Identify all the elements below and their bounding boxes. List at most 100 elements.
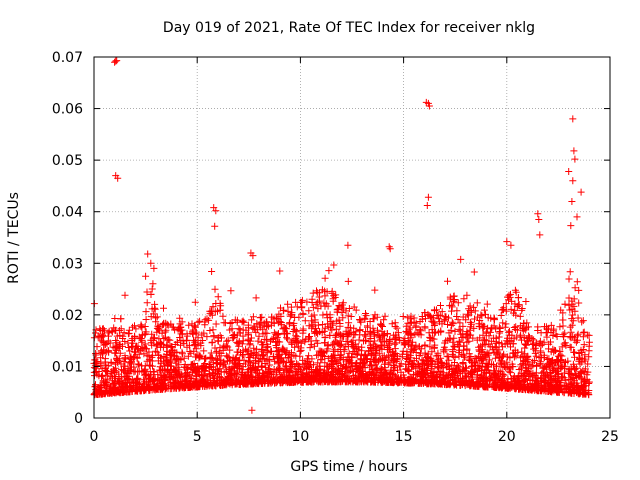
data-point (541, 371, 549, 379)
data-point (344, 277, 352, 285)
data-point (396, 362, 404, 370)
data-point (128, 335, 136, 343)
data-point (433, 363, 441, 371)
data-point (500, 371, 508, 379)
data-point (452, 380, 460, 388)
x-tick-label: 15 (395, 429, 413, 445)
data-point (466, 376, 474, 384)
data-point (526, 333, 533, 341)
data-point (348, 354, 356, 362)
data-point (181, 383, 188, 391)
data-point (570, 363, 578, 371)
data-point (484, 366, 492, 374)
data-point (292, 368, 300, 375)
data-point (415, 379, 423, 387)
data-point (282, 362, 290, 370)
data-point (445, 329, 453, 337)
data-point (321, 287, 329, 295)
data-point (542, 372, 550, 380)
data-point (350, 331, 358, 339)
data-point (167, 356, 175, 364)
data-point (569, 311, 577, 319)
y-tick-label: 0.01 (52, 359, 83, 375)
data-point (369, 371, 377, 378)
data-point (382, 370, 390, 378)
data-point (257, 363, 265, 371)
data-point (144, 372, 152, 380)
data-point (111, 327, 119, 335)
data-point (585, 342, 593, 350)
data-point (511, 349, 519, 357)
data-point (180, 340, 188, 348)
data-point (346, 377, 354, 385)
data-point (335, 316, 343, 324)
data-point (229, 356, 237, 364)
data-point (270, 334, 277, 342)
data-point (142, 272, 150, 280)
data-point (568, 198, 576, 205)
data-point (97, 354, 105, 362)
data-point (291, 343, 299, 351)
data-point (371, 355, 379, 363)
data-point (328, 365, 336, 372)
data-point (316, 365, 324, 373)
data-point (330, 261, 338, 269)
data-point (568, 315, 576, 323)
data-point (316, 328, 324, 336)
data-point (304, 355, 311, 363)
data-point (530, 357, 538, 364)
data-point (412, 322, 420, 330)
data-point (382, 378, 390, 386)
data-point (467, 331, 475, 339)
data-point (375, 373, 383, 381)
data-point (91, 356, 99, 364)
data-point (566, 333, 574, 341)
data-point (440, 343, 448, 351)
data-point (557, 356, 565, 364)
data-point (418, 356, 426, 364)
data-point (223, 337, 231, 345)
data-point (147, 290, 155, 298)
data-point (556, 347, 564, 355)
data-point (571, 307, 579, 315)
data-point (135, 350, 143, 358)
data-point (157, 366, 165, 374)
data-point (546, 369, 554, 376)
data-point (448, 321, 456, 329)
data-point (107, 370, 115, 378)
data-point (125, 326, 133, 334)
data-point (568, 321, 576, 329)
data-point (273, 338, 281, 345)
data-point (284, 367, 292, 375)
data-point (357, 372, 365, 380)
data-point (403, 355, 410, 362)
data-point (326, 313, 334, 321)
data-point (256, 355, 264, 363)
data-point (509, 363, 517, 371)
data-point (94, 332, 102, 340)
data-point (158, 329, 166, 337)
data-point (376, 332, 384, 340)
data-point (101, 358, 109, 366)
data-point (463, 338, 471, 346)
data-point (109, 374, 116, 382)
data-point (468, 378, 475, 386)
data-point (157, 378, 165, 386)
data-point (425, 311, 433, 319)
data-point (430, 335, 438, 343)
data-point (505, 384, 513, 391)
data-point (478, 375, 486, 383)
data-point (453, 307, 461, 315)
data-point (437, 302, 444, 309)
data-point (199, 337, 207, 344)
data-point (214, 293, 222, 301)
data-point (515, 385, 523, 393)
data-point (249, 313, 257, 321)
data-point (391, 334, 399, 342)
data-point (479, 324, 487, 332)
data-point (498, 353, 506, 361)
data-point (263, 329, 271, 337)
data-point (411, 330, 419, 338)
data-point (562, 358, 569, 366)
data-point (337, 361, 345, 369)
